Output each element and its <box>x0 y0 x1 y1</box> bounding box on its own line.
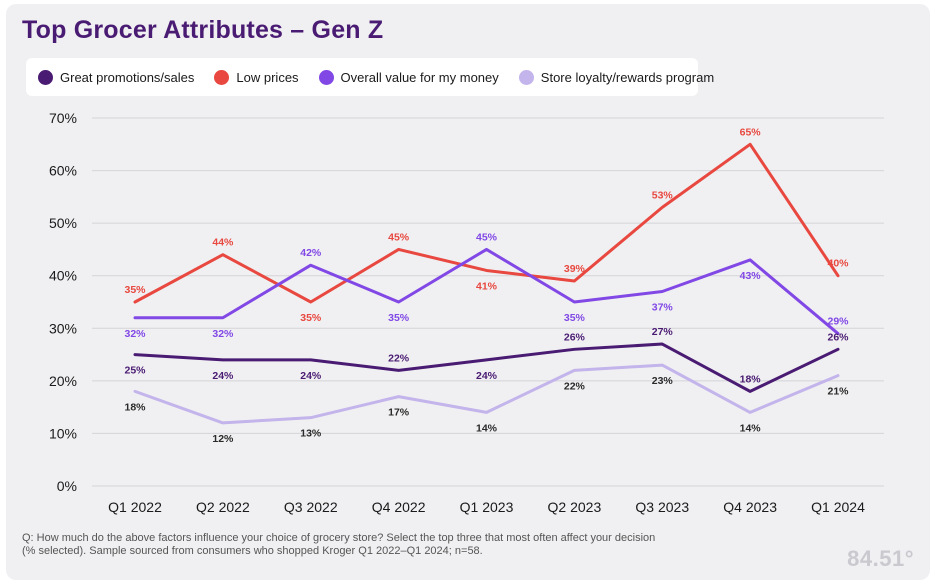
chart-title: Top Grocer Attributes – Gen Z <box>22 16 384 44</box>
data-label: 26% <box>827 331 849 343</box>
data-label: 17% <box>388 407 410 419</box>
data-label: 37% <box>652 301 674 313</box>
legend-label-store-loyalty: Store loyalty/rewards program <box>540 69 715 85</box>
data-label: 25% <box>124 365 146 377</box>
legend-label-overall-value: Overall value for my money <box>340 69 499 85</box>
data-label: 21% <box>827 386 849 398</box>
y-tick-label: 20% <box>49 373 77 389</box>
data-label: 14% <box>476 422 498 434</box>
x-tick-label: Q2 2022 <box>196 499 250 515</box>
x-tick-label: Q3 2023 <box>635 499 689 515</box>
data-label: 22% <box>564 380 586 392</box>
y-tick-label: 60% <box>49 163 77 179</box>
x-tick-label: Q3 2022 <box>284 499 338 515</box>
data-label: 32% <box>124 328 146 340</box>
legend-label-great-promotions: Great promotions/sales <box>60 69 195 85</box>
data-label: 53% <box>652 189 674 201</box>
data-label: 40% <box>827 258 849 270</box>
footnote: Q: How much do the above factors influen… <box>22 532 656 557</box>
y-tick-label: 50% <box>49 215 77 231</box>
x-tick-label: Q4 2023 <box>723 499 777 515</box>
y-tick-label: 70% <box>49 110 77 126</box>
data-label: 44% <box>212 237 234 249</box>
legend-dot-great-promotions <box>38 69 53 85</box>
data-label: 35% <box>300 312 322 324</box>
series-line-3 <box>133 363 840 425</box>
data-label: 26% <box>564 331 586 343</box>
data-label: 42% <box>300 247 322 259</box>
legend-item-great-promotions: Great promotions/sales <box>38 69 195 85</box>
data-label: 45% <box>476 231 498 243</box>
data-label: 29% <box>827 316 849 328</box>
legend-dot-store-loyalty <box>518 69 534 85</box>
series-line-2 <box>133 247 840 336</box>
data-label: 35% <box>388 312 410 324</box>
series-line-1 <box>133 142 840 304</box>
x-tick-label: Q2 2023 <box>548 499 602 515</box>
data-label: 35% <box>564 312 586 324</box>
chart-card <box>6 4 930 580</box>
brand-logo: 84.51° <box>847 546 914 571</box>
data-label: 41% <box>476 280 498 292</box>
data-label: 18% <box>124 401 146 413</box>
y-tick-label: 40% <box>49 268 77 284</box>
data-label: 35% <box>124 284 146 296</box>
data-label: 13% <box>300 428 322 440</box>
legend: Great promotions/sales Low prices Overal… <box>26 58 714 96</box>
data-label: 27% <box>652 326 674 338</box>
x-tick-label: Q1 2023 <box>460 499 514 515</box>
data-label: 65% <box>740 126 762 138</box>
data-label: 14% <box>740 422 762 434</box>
data-label: 45% <box>388 231 410 243</box>
data-label: 24% <box>476 370 498 382</box>
data-label: 23% <box>652 375 674 387</box>
data-label: 12% <box>212 433 234 445</box>
legend-item-low-prices: Low prices <box>214 69 299 85</box>
legend-item-store-loyalty: Store loyalty/rewards program <box>518 69 715 85</box>
y-tick-label: 30% <box>49 320 77 336</box>
series-line-0 <box>133 342 840 393</box>
data-label: 24% <box>212 370 234 382</box>
data-label: 18% <box>740 373 762 385</box>
y-tick-label: 0% <box>57 478 77 494</box>
data-label: 43% <box>740 270 762 282</box>
data-label: 22% <box>388 352 410 364</box>
legend-item-overall-value: Overall value for my money <box>318 69 499 85</box>
data-label: 39% <box>564 263 586 275</box>
y-tick-label: 10% <box>49 425 77 441</box>
legend-label-low-prices: Low prices <box>236 69 299 85</box>
legend-dot-low-prices <box>214 69 230 85</box>
data-label: 32% <box>212 328 234 340</box>
x-tick-label: Q4 2022 <box>372 499 426 515</box>
legend-dot-overall-value <box>318 69 334 85</box>
data-label: 24% <box>300 370 322 382</box>
x-tick-label: Q1 2022 <box>108 499 162 515</box>
x-tick-label: Q1 2024 <box>811 499 865 515</box>
